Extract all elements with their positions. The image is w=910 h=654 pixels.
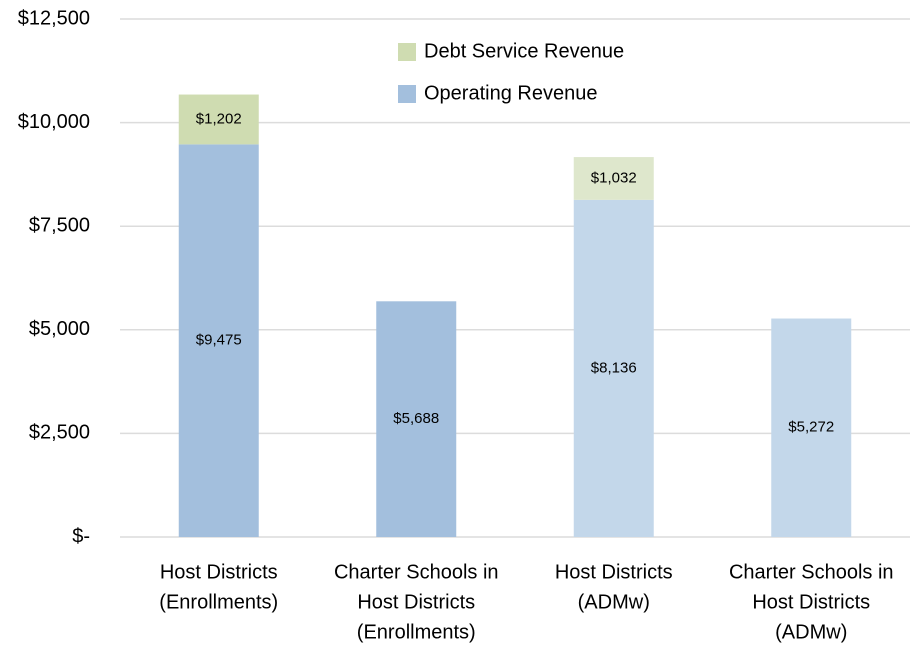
x-tick-label: Charter Schools in [334,561,499,583]
x-tick-label: Host Districts [160,561,278,583]
x-tick-label: (ADMw) [775,621,847,643]
bar-segment [178,94,259,145]
y-tick-label: $10,000 [18,111,90,133]
x-tick-label: Charter Schools in [729,561,894,583]
x-tick-label: Host Districts [752,591,870,613]
y-tick-label: $5,000 [29,318,90,340]
x-tick-label: Host Districts [357,591,475,613]
bar-segment [573,199,654,537]
value-label: $5,688 [393,410,439,427]
value-label: $1,032 [591,169,637,186]
y-tick-label: $- [72,525,90,547]
x-tick-label: (Enrollments) [357,621,476,643]
value-label: $5,272 [788,419,834,436]
y-tick-label: $2,500 [29,422,90,444]
y-tick-label: $7,500 [29,214,90,236]
x-tick-label: (Enrollments) [159,591,278,613]
bar-segment [376,301,457,537]
legend-swatch [398,43,416,61]
y-tick-label: $12,500 [18,7,90,29]
legend-label: Operating Revenue [424,82,597,104]
x-tick-label: (ADMw) [578,591,650,613]
bar-segment [178,144,259,537]
x-tick-label: Host Districts [555,561,673,583]
legend-swatch [398,85,416,103]
value-label: $1,202 [196,110,242,127]
legend-label: Debt Service Revenue [424,40,624,62]
value-label: $9,475 [196,332,242,349]
bar-segment [771,318,852,537]
bar-segment [573,157,654,200]
value-label: $8,136 [591,359,637,376]
